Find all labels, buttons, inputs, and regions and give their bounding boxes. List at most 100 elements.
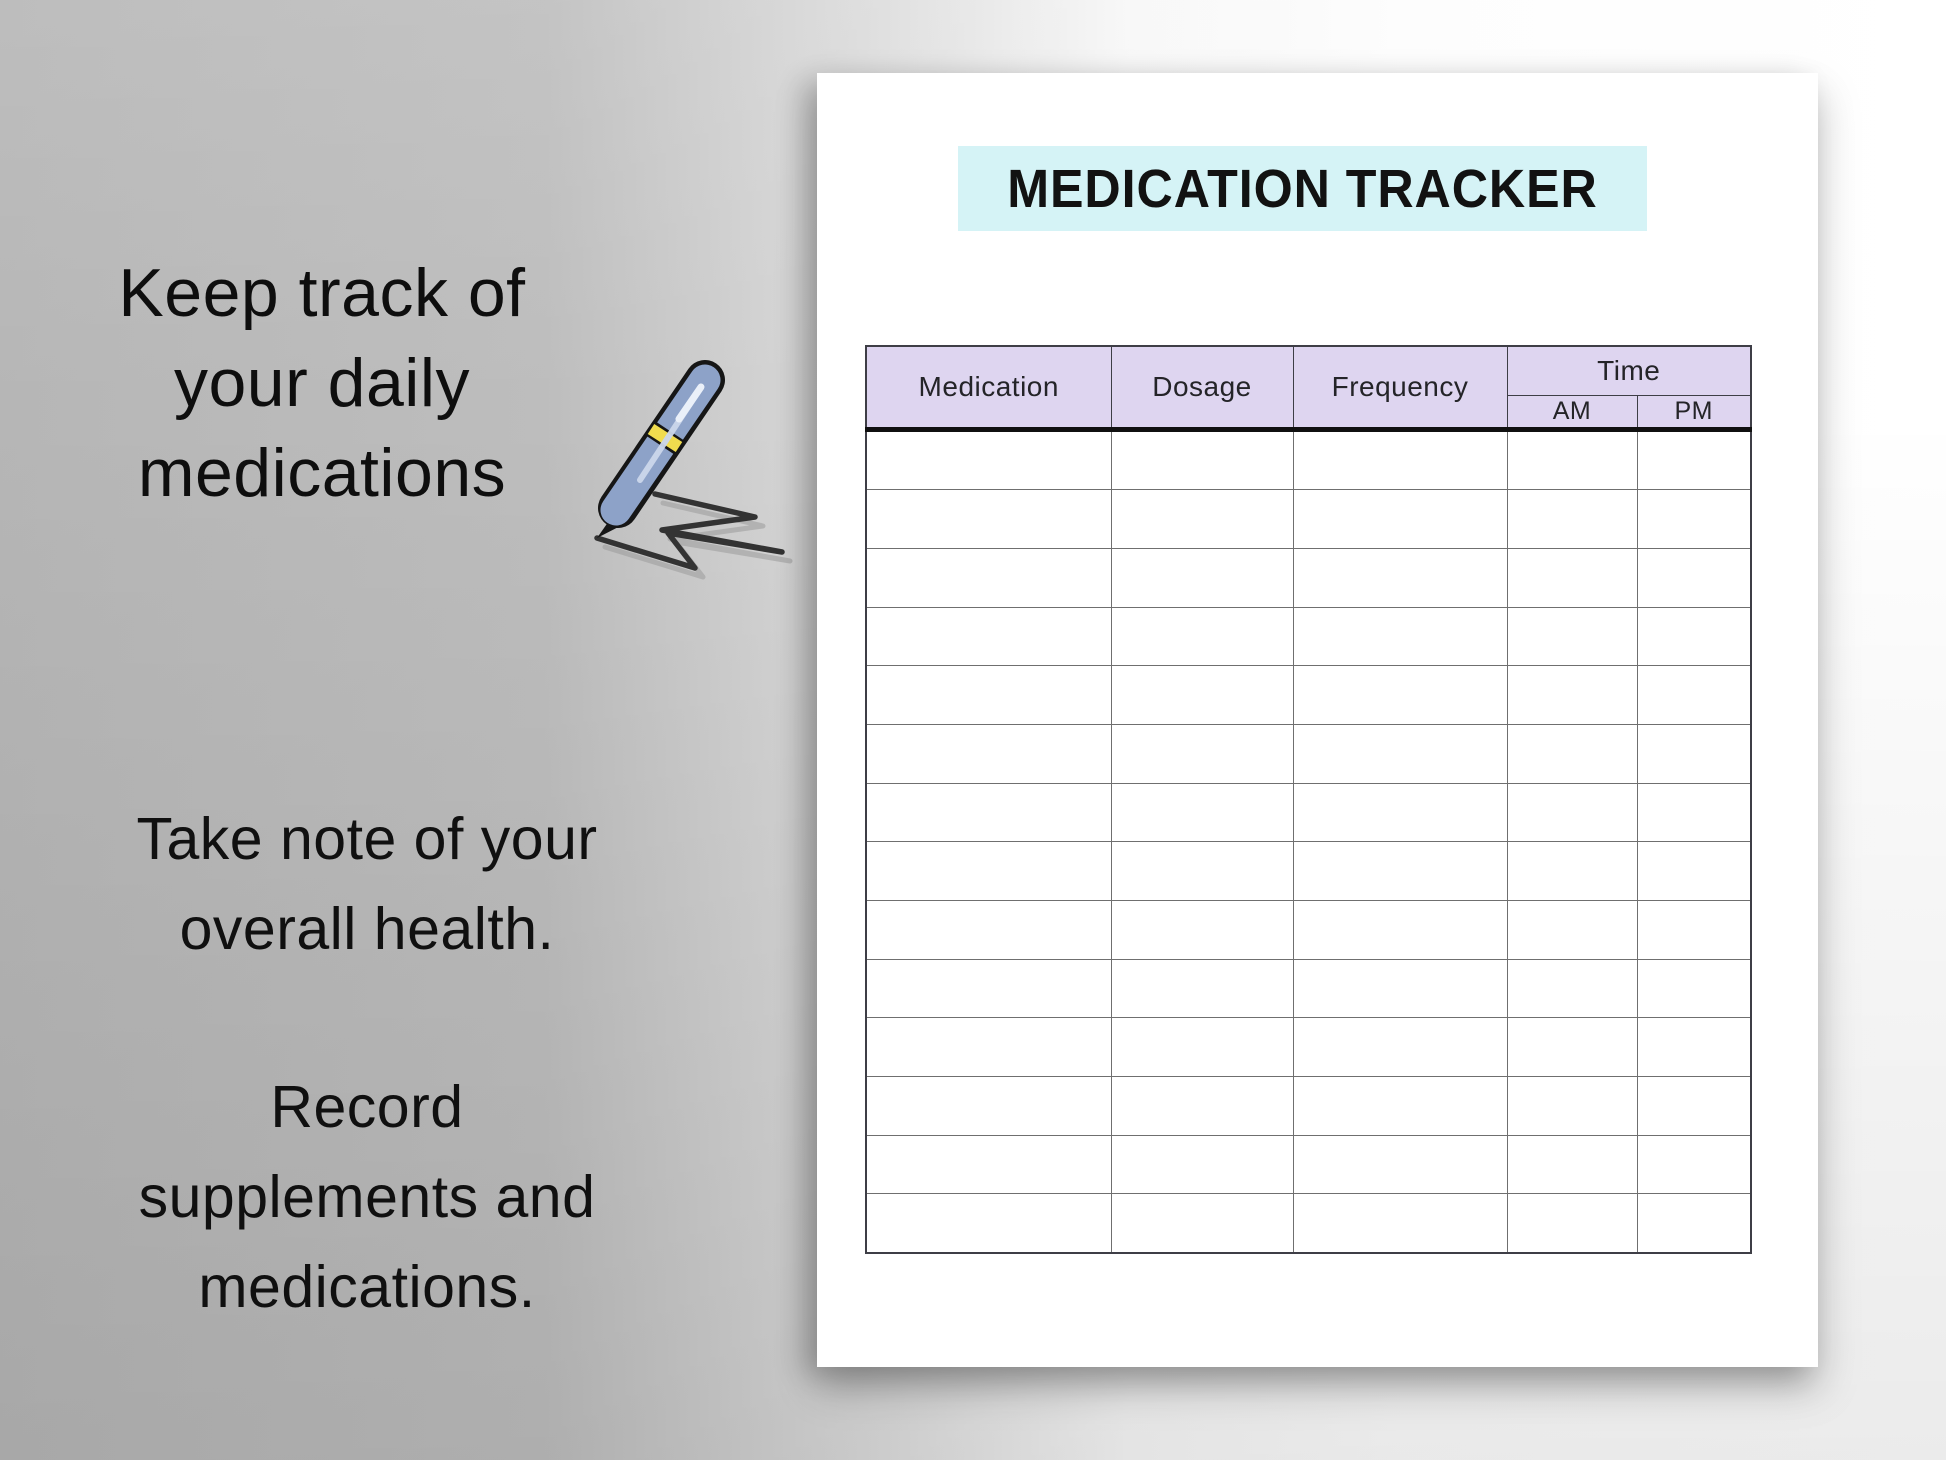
empty-cell xyxy=(865,428,1112,491)
page-title: MEDICATION TRACKER xyxy=(1007,158,1598,219)
table-row xyxy=(865,606,1752,667)
empty-cell xyxy=(865,489,1112,549)
empty-cell xyxy=(1110,665,1294,725)
empty-cell xyxy=(1636,958,1752,1019)
empty-cell xyxy=(1292,606,1508,667)
table-row xyxy=(865,1193,1752,1254)
empty-cell xyxy=(865,1017,1112,1078)
empty-cell xyxy=(1292,1134,1508,1195)
empty-cell xyxy=(1636,900,1752,960)
empty-cell xyxy=(1292,1017,1508,1078)
col-header-frequency: Frequency xyxy=(1292,345,1508,432)
col-header-medication: Medication xyxy=(865,345,1112,432)
pen-icon-svg xyxy=(594,360,793,580)
empty-cell xyxy=(1110,841,1294,901)
title-banner: MEDICATION TRACKER xyxy=(958,146,1647,231)
table-row xyxy=(865,900,1752,960)
pen-icon xyxy=(552,340,812,610)
empty-cell xyxy=(1506,841,1638,901)
empty-cell xyxy=(1110,606,1294,667)
empty-cell xyxy=(1292,782,1508,843)
table-row xyxy=(865,841,1752,901)
empty-cell xyxy=(1506,665,1638,725)
empty-cell xyxy=(1292,900,1508,960)
scribble-shadow xyxy=(602,500,793,580)
empty-cell xyxy=(1110,900,1294,960)
table-row xyxy=(865,1017,1752,1078)
empty-cell xyxy=(1292,428,1508,491)
note-overall-health: Take note of your overall health. xyxy=(136,806,598,962)
empty-cell xyxy=(1110,958,1294,1019)
empty-cell xyxy=(1506,606,1638,667)
table-row xyxy=(865,428,1752,491)
empty-cell xyxy=(1506,782,1638,843)
empty-cell xyxy=(865,1193,1112,1254)
empty-cell xyxy=(1110,723,1294,784)
empty-cell xyxy=(1506,489,1638,549)
empty-cell xyxy=(1636,782,1752,843)
empty-cell xyxy=(1506,1193,1638,1254)
empty-cell xyxy=(1292,665,1508,725)
empty-cell xyxy=(1506,723,1638,784)
empty-cell xyxy=(1636,841,1752,901)
empty-cell xyxy=(865,1076,1112,1136)
empty-cell xyxy=(1110,489,1294,549)
empty-cell xyxy=(865,606,1112,667)
empty-cell xyxy=(865,900,1112,960)
empty-cell xyxy=(1292,1076,1508,1136)
empty-cell xyxy=(1506,1017,1638,1078)
empty-cell xyxy=(1636,1017,1752,1078)
table-body xyxy=(865,428,1752,1254)
empty-cell xyxy=(1110,547,1294,608)
empty-cell xyxy=(1506,1076,1638,1136)
empty-cell xyxy=(1506,900,1638,960)
col-header-pm: PM xyxy=(1636,394,1752,432)
empty-cell xyxy=(865,841,1112,901)
empty-cell xyxy=(1506,547,1638,608)
empty-cell xyxy=(865,547,1112,608)
col-header-time: Time xyxy=(1506,345,1752,396)
table-row xyxy=(865,958,1752,1019)
empty-cell xyxy=(1636,1076,1752,1136)
table-row xyxy=(865,1076,1752,1136)
empty-cell xyxy=(865,665,1112,725)
empty-cell xyxy=(1110,1134,1294,1195)
scribble-line xyxy=(594,491,785,571)
col-header-dosage: Dosage xyxy=(1110,345,1294,432)
note-record-supplements: Record supplements and medications. xyxy=(138,1074,596,1320)
empty-cell xyxy=(865,782,1112,843)
empty-cell xyxy=(1636,1134,1752,1195)
empty-cell xyxy=(1292,841,1508,901)
empty-cell xyxy=(1636,428,1752,491)
empty-cell xyxy=(1636,489,1752,549)
empty-cell xyxy=(865,723,1112,784)
table-row xyxy=(865,782,1752,843)
empty-cell xyxy=(1292,1193,1508,1254)
empty-cell xyxy=(865,1134,1112,1195)
headline-text: Keep track of your daily medications xyxy=(118,255,526,511)
empty-cell xyxy=(1636,547,1752,608)
empty-cell xyxy=(1506,1134,1638,1195)
medication-table: Medication Dosage Frequency Time AM PM xyxy=(865,345,1752,1255)
empty-cell xyxy=(1506,428,1638,491)
table-row xyxy=(865,1134,1752,1195)
table-row xyxy=(865,489,1752,549)
empty-cell xyxy=(1636,1193,1752,1254)
empty-cell xyxy=(1292,723,1508,784)
printable-page: MEDICATION TRACKER Medication Dosage Fre… xyxy=(817,73,1818,1367)
col-header-am: AM xyxy=(1506,394,1638,432)
empty-cell xyxy=(1292,547,1508,608)
empty-cell xyxy=(1110,1193,1294,1254)
empty-cell xyxy=(1292,489,1508,549)
table-row xyxy=(865,723,1752,784)
empty-cell xyxy=(1110,428,1294,491)
table-row xyxy=(865,665,1752,725)
empty-cell xyxy=(1110,1076,1294,1136)
empty-cell xyxy=(1636,665,1752,725)
empty-cell xyxy=(1110,1017,1294,1078)
table-header: Medication Dosage Frequency Time AM PM xyxy=(865,345,1752,432)
table-row xyxy=(865,547,1752,608)
empty-cell xyxy=(1292,958,1508,1019)
empty-cell xyxy=(1506,958,1638,1019)
